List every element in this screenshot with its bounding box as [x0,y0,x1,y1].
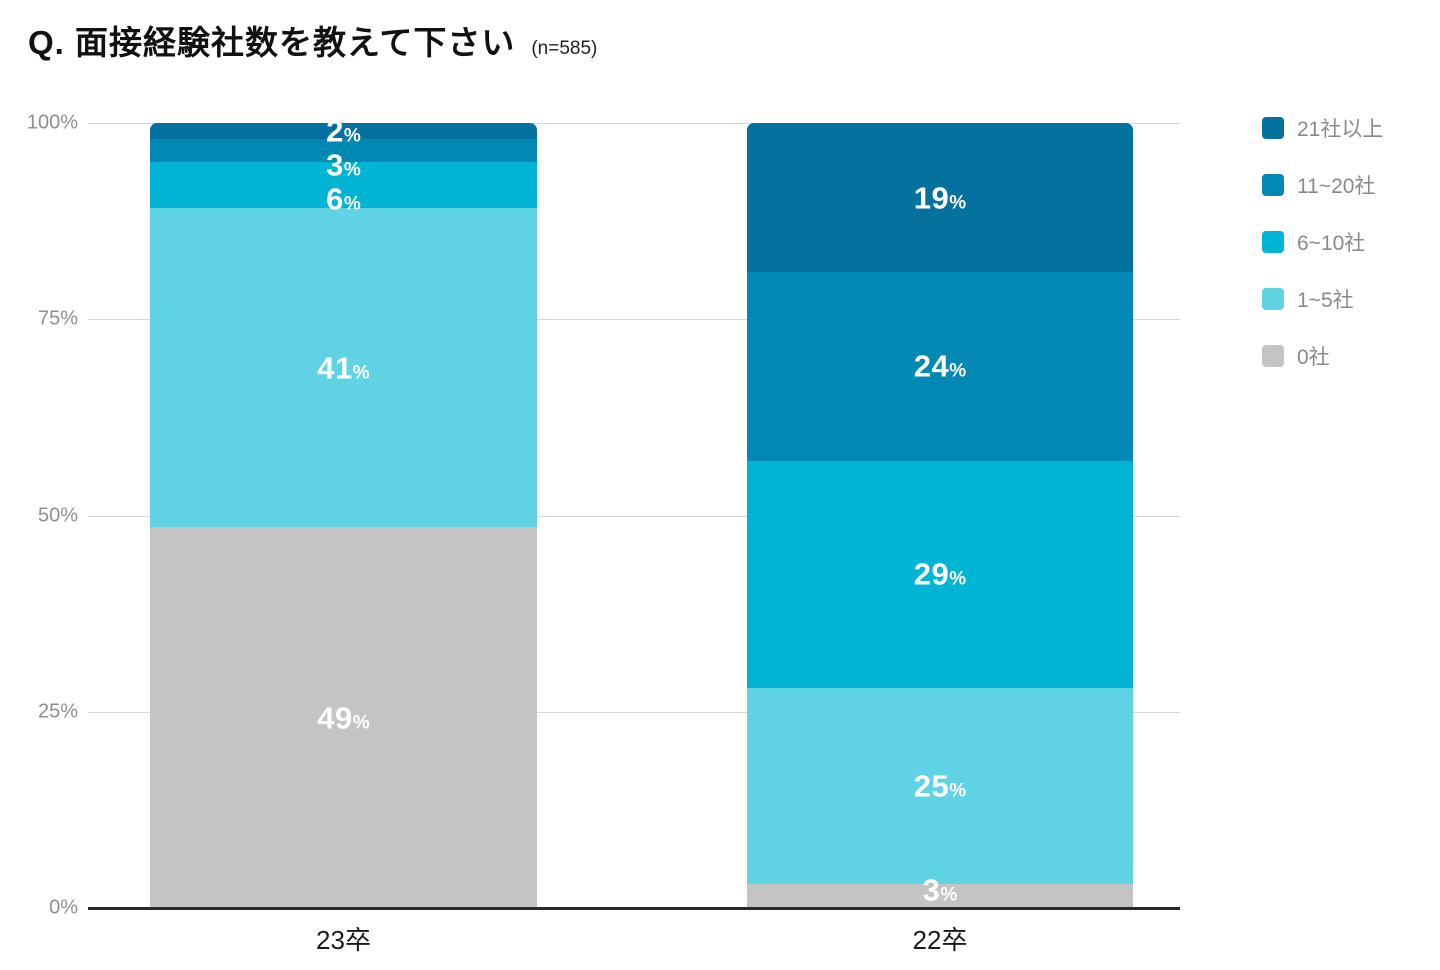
legend-label: 6~10社 [1297,232,1366,255]
bar-segment [747,272,1133,461]
y-tick-label: 100% [26,111,78,134]
legend-swatch [1262,117,1284,139]
chart-title-row: Q. 面接経験社数を教えて下さい (n=585) [28,16,597,64]
segment-value: 3 [326,147,344,183]
segment-value: 24 [913,348,950,384]
segment-value-label: 29% [914,559,966,590]
segment-value: 2 [326,113,344,149]
segment-value-label: 6% [326,183,361,214]
segment-unit: % [343,159,361,181]
y-tick-label: 25% [37,700,78,723]
bar-segment [150,138,537,162]
bar-segment [150,527,537,908]
legend-item: 21社以上 [1262,113,1383,143]
segment-value-label: 19% [914,182,966,213]
segment-unit: % [343,125,361,147]
bar-segment [747,123,1133,273]
bar-segment [150,123,537,139]
bar-segment [150,161,537,209]
legend-item: 1~5社 [1262,284,1383,314]
segment-value-label: 25% [914,771,966,802]
segment-unit: % [949,568,967,590]
legend-label: 11~20社 [1297,175,1376,198]
legend: 21社以上 11~20社 6~10社 1~5社 0社 [1262,113,1383,371]
legend-swatch [1262,345,1284,367]
gridline [88,515,1180,517]
segment-value-label: 3% [326,149,361,180]
segment-value: 6 [326,181,344,217]
stacked-bar [150,123,537,908]
y-tick-label: 75% [37,307,78,330]
sample-size-note: (n=585) [531,38,598,59]
bar-segment [747,884,1133,908]
segment-unit: % [949,192,967,214]
legend-label: 0社 [1297,346,1330,369]
bar-segment [150,208,537,528]
x-axis-label: 23卒 [316,925,371,955]
y-tick-label: 0% [49,896,78,919]
segment-value: 19 [913,180,950,216]
segment-unit: % [352,712,370,734]
segment-value-label: 2% [326,115,361,146]
legend-label: 21社以上 [1297,118,1384,141]
legend-label: 1~5社 [1297,289,1354,312]
segment-unit: % [940,884,958,906]
segment-unit: % [949,780,967,802]
stacked-bar [747,123,1133,908]
chart-title: Q. 面接経験社数を教えて下さい [28,24,516,61]
gridline [88,123,1180,124]
y-tick-label: 50% [37,504,78,526]
bar-segment [747,460,1133,689]
segment-value: 49 [317,700,353,736]
x-axis-baseline [88,907,1180,910]
segment-value: 25 [913,768,950,804]
segment-unit: % [352,362,370,384]
segment-unit: % [343,193,361,215]
x-axis-label: 22卒 [912,925,968,955]
segment-value-label: 3% [923,875,958,906]
legend-swatch [1262,174,1284,196]
segment-value: 3 [922,872,941,908]
legend-item: 6~10社 [1262,227,1383,257]
legend-swatch [1262,231,1284,253]
legend-item: 0社 [1262,341,1383,371]
segment-value-label: 41% [317,352,369,383]
gridline [88,711,1180,713]
segment-value: 41 [317,350,353,386]
legend-item: 11~20社 [1262,170,1383,200]
gridline [88,319,1180,321]
segment-value-label: 24% [914,351,966,382]
segment-value-label: 49% [317,702,369,733]
legend-swatch [1262,288,1284,310]
segment-value: 29 [913,556,950,592]
bar-segment [747,688,1133,885]
segment-unit: % [949,360,967,382]
